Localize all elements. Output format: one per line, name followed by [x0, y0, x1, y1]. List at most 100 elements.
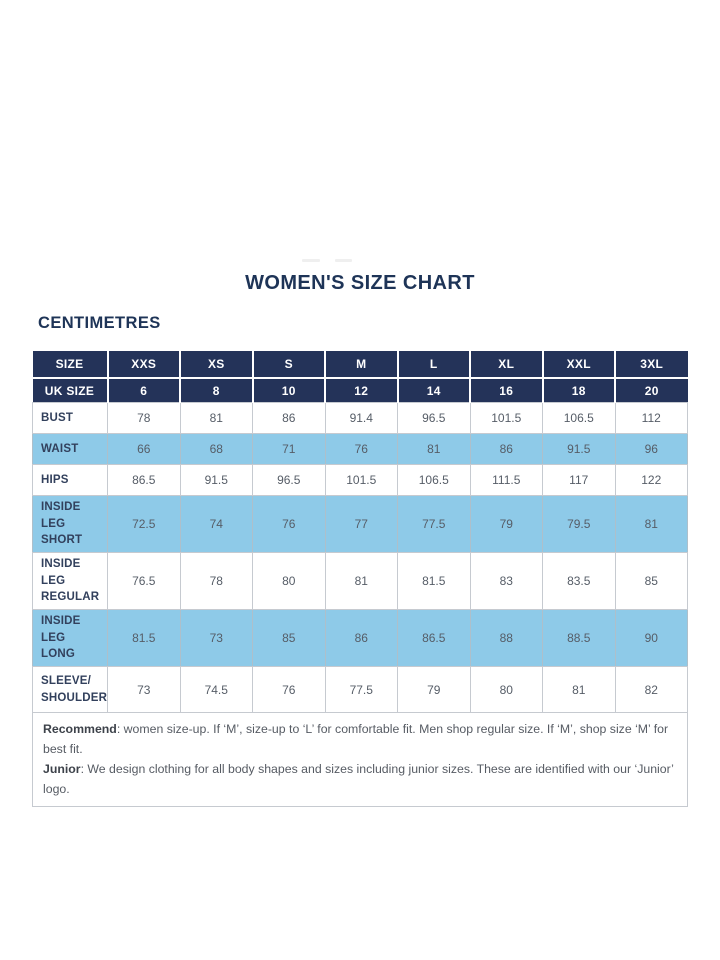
measurement-value-cell: 79 — [397, 666, 471, 714]
measurement-value-cell: 83 — [469, 552, 543, 611]
measurement-value-cell: 73 — [107, 666, 181, 714]
measurement-value-cell: 79 — [469, 494, 543, 554]
decorative-dash — [302, 259, 320, 262]
measurement-value-cell: 86 — [252, 402, 326, 434]
measurement-value-cell: 71 — [252, 433, 326, 465]
measurement-value-cell: 80 — [252, 552, 326, 611]
measurement-value-cell: 83.5 — [542, 552, 616, 611]
measurement-value-cell: 86 — [469, 433, 543, 465]
size-chart-table: SIZE XXS XS S M L XL XXL 3XL UK SIZE 6 8 10 12 14 16 18 2… — [32, 351, 688, 714]
measurement-value-cell: 86.5 — [397, 609, 471, 668]
unit-heading: CENTIMETRES — [38, 314, 161, 332]
row-label-cell: INSIDE LEG LONG — [32, 609, 108, 668]
row-label-cell: HIPS — [32, 464, 108, 496]
footnote-recommend-label: Recommend — [43, 722, 117, 737]
header-value-cell: XXS — [107, 351, 181, 379]
header-label-cell: UK SIZE — [32, 378, 109, 403]
footnote-junior-text: : We design clothing for all body shapes… — [43, 762, 674, 797]
measurement-value-cell: 72.5 — [107, 494, 181, 554]
measurement-value-cell: 81 — [324, 552, 398, 611]
measurement-value-cell: 74.5 — [179, 666, 253, 714]
header-value-cell: 8 — [180, 378, 254, 403]
row-label-cell: BUST — [32, 402, 108, 434]
measurement-value-cell: 106.5 — [397, 464, 471, 496]
measurement-row: WAIST 66 68 71 76 81 86 91.5 96 — [32, 433, 688, 465]
measurement-value-cell: 76 — [324, 433, 398, 465]
measurement-value-cell: 112 — [614, 402, 688, 434]
header-value-cell: XXL — [542, 351, 616, 379]
measurement-row: BUST 78 81 86 91.4 96.5 101.5 106.5 112 — [32, 402, 688, 434]
row-label-cell: WAIST — [32, 433, 108, 465]
size-header-row: SIZE XXS XS S M L XL XXL 3XL — [32, 351, 688, 379]
header-value-cell: S — [252, 351, 326, 379]
measurement-value-cell: 77.5 — [324, 666, 398, 714]
measurement-value-cell: 81 — [614, 494, 688, 554]
measurement-value-cell: 76 — [252, 494, 326, 554]
measurement-value-cell: 77 — [324, 494, 398, 554]
measurement-value-cell: 88.5 — [542, 609, 616, 668]
header-value-cell: XS — [180, 351, 254, 379]
measurement-value-cell: 79.5 — [542, 494, 616, 554]
measurement-value-cell: 81 — [542, 666, 616, 714]
measurement-value-cell: 96.5 — [397, 402, 471, 434]
footnote-recommend-line: Recommend: women size-up. If ‘M’, size-u… — [43, 719, 677, 759]
uk-size-header-row: UK SIZE 6 8 10 12 14 16 18 20 — [32, 378, 688, 403]
measurement-value-cell: 91.5 — [179, 464, 253, 496]
measurement-value-cell: 111.5 — [469, 464, 543, 496]
footnote: Recommend: women size-up. If ‘M’, size-u… — [32, 713, 688, 808]
measurement-value-cell: 81 — [397, 433, 471, 465]
row-label-cell: INSIDE LEG REGULAR — [32, 552, 108, 611]
size-chart-table-container: SIZE XXS XS S M L XL XXL 3XL UK SIZE 6 8 10 12 14 16 18 2… — [32, 351, 688, 808]
header-value-cell: M — [325, 351, 399, 379]
measurement-value-cell: 101.5 — [469, 402, 543, 434]
header-value-cell: XL — [470, 351, 544, 379]
measurement-value-cell: 91.5 — [542, 433, 616, 465]
header-value-cell: L — [397, 351, 471, 379]
measurement-value-cell: 86.5 — [107, 464, 181, 496]
measurement-value-cell: 90 — [614, 609, 688, 668]
measurement-value-cell: 68 — [179, 433, 253, 465]
measurement-value-cell: 86 — [324, 609, 398, 668]
measurement-value-cell: 78 — [107, 402, 181, 434]
measurement-value-cell: 88 — [469, 609, 543, 668]
measurement-value-cell: 80 — [469, 666, 543, 714]
measurement-value-cell: 85 — [614, 552, 688, 611]
header-value-cell: 10 — [252, 378, 326, 403]
measurement-value-cell: 106.5 — [542, 402, 616, 434]
measurement-value-cell: 81.5 — [397, 552, 471, 611]
measurement-value-cell: 91.4 — [324, 402, 398, 434]
header-value-cell: 12 — [325, 378, 399, 403]
row-label-cell: SLEEVE/SHOULDER — [32, 666, 108, 714]
measurement-value-cell: 96.5 — [252, 464, 326, 496]
header-value-cell: 16 — [470, 378, 544, 403]
measurement-value-cell: 73 — [179, 609, 253, 668]
measurement-value-cell: 66 — [107, 433, 181, 465]
row-label-cell: INSIDE LEG SHORT — [32, 494, 108, 554]
measurement-value-cell: 81.5 — [107, 609, 181, 668]
measurement-value-cell: 76.5 — [107, 552, 181, 611]
measurement-value-cell: 81 — [179, 402, 253, 434]
header-value-cell: 6 — [107, 378, 181, 403]
measurement-value-cell: 122 — [614, 464, 688, 496]
measurement-value-cell: 76 — [252, 666, 326, 714]
measurement-row: INSIDE LEG REGULAR 76.5 78 80 81 81.5 83 83.5 85 — [32, 552, 688, 611]
footnote-junior-label: Junior — [43, 762, 81, 777]
header-value-cell: 3XL — [615, 351, 688, 379]
measurement-value-cell: 77.5 — [397, 494, 471, 554]
measurement-value-cell: 96 — [614, 433, 688, 465]
measurement-value-cell: 117 — [542, 464, 616, 496]
header-label-cell: SIZE — [32, 351, 109, 379]
measurement-row: INSIDE LEG LONG 81.5 73 85 86 86.5 88 88.5 90 — [32, 609, 688, 668]
footnote-recommend-text: : women size-up. If ‘M’, size-up to ‘L’ … — [43, 722, 669, 757]
decorative-dash — [335, 259, 352, 262]
measurement-value-cell: 74 — [179, 494, 253, 554]
measurement-row: SLEEVE/SHOULDER 73 74.5 76 77.5 79 80 81 82 — [32, 666, 688, 714]
measurement-row: INSIDE LEG SHORT 72.5 74 76 77 77.5 79 79.5 81 — [32, 494, 688, 554]
measurement-value-cell: 101.5 — [324, 464, 398, 496]
measurement-row: HIPS 86.5 91.5 96.5 101.5 106.5 111.5 117 122 — [32, 464, 688, 496]
measurement-value-cell: 82 — [614, 666, 688, 714]
footnote-junior-line: Junior: We design clothing for all body … — [43, 759, 677, 799]
header-value-cell: 18 — [542, 378, 616, 403]
measurement-value-cell: 85 — [252, 609, 326, 668]
